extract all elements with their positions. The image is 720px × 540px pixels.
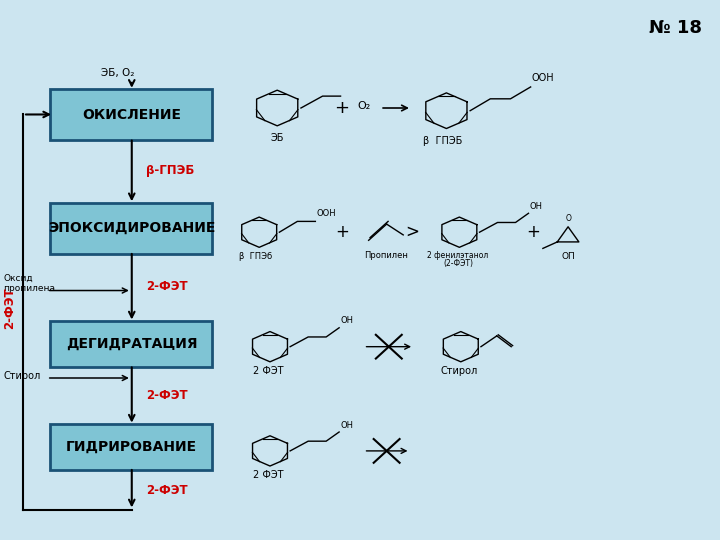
Text: β-ГПЭБ: β-ГПЭБ <box>146 164 194 177</box>
Text: OOH: OOH <box>316 209 336 218</box>
Text: 2 ФЭТ: 2 ФЭТ <box>253 470 284 480</box>
Text: Стирол: Стирол <box>4 372 41 381</box>
FancyBboxPatch shape <box>50 321 212 367</box>
Text: ОКИСЛЕНИЕ: ОКИСЛЕНИЕ <box>82 108 181 122</box>
Text: OOH: OOH <box>531 73 554 83</box>
Text: (2-ФЭТ): (2-ФЭТ) <box>443 259 473 268</box>
FancyBboxPatch shape <box>50 202 212 254</box>
Text: +: + <box>335 223 349 241</box>
Text: Оксид
пропилена: Оксид пропилена <box>4 274 55 293</box>
Text: № 18: № 18 <box>649 19 702 37</box>
Text: +: + <box>335 99 349 117</box>
Text: Пропилен: Пропилен <box>364 251 408 260</box>
Text: 2-ФЭТ: 2-ФЭТ <box>146 484 188 497</box>
Text: OH: OH <box>530 202 543 211</box>
Text: OH: OH <box>341 421 354 430</box>
Text: 2 ФЭТ: 2 ФЭТ <box>253 366 284 376</box>
Text: +: + <box>526 223 540 241</box>
Text: OH: OH <box>341 316 354 326</box>
Text: Стирол: Стирол <box>441 366 478 376</box>
Text: ЭПОКСИДИРОВАНИЕ: ЭПОКСИДИРОВАНИЕ <box>48 221 215 235</box>
Text: ЭБ: ЭБ <box>271 133 284 144</box>
Text: 2-ФЭТ: 2-ФЭТ <box>4 287 17 329</box>
FancyBboxPatch shape <box>50 424 212 470</box>
Text: O: O <box>565 214 571 224</box>
Text: ДЕГИДРАТАЦИЯ: ДЕГИДРАТАЦИЯ <box>66 338 197 351</box>
Text: 2-ФЭТ: 2-ФЭТ <box>146 389 188 402</box>
Text: 2-ФЭТ: 2-ФЭТ <box>146 280 188 293</box>
FancyBboxPatch shape <box>50 89 212 140</box>
Text: β  ГПЭБ: β ГПЭБ <box>423 136 462 146</box>
Text: O₂: O₂ <box>357 102 370 111</box>
Text: ЭБ, O₂: ЭБ, O₂ <box>101 68 134 78</box>
Text: ГИДРИРОВАНИЕ: ГИДРИРОВАНИЕ <box>66 440 197 454</box>
Text: ОП: ОП <box>561 252 575 261</box>
Text: β  ГПЭб: β ГПЭб <box>239 252 272 261</box>
Text: 2 фенилэтанол: 2 фенилэтанол <box>427 251 489 260</box>
Text: >: > <box>405 223 420 241</box>
